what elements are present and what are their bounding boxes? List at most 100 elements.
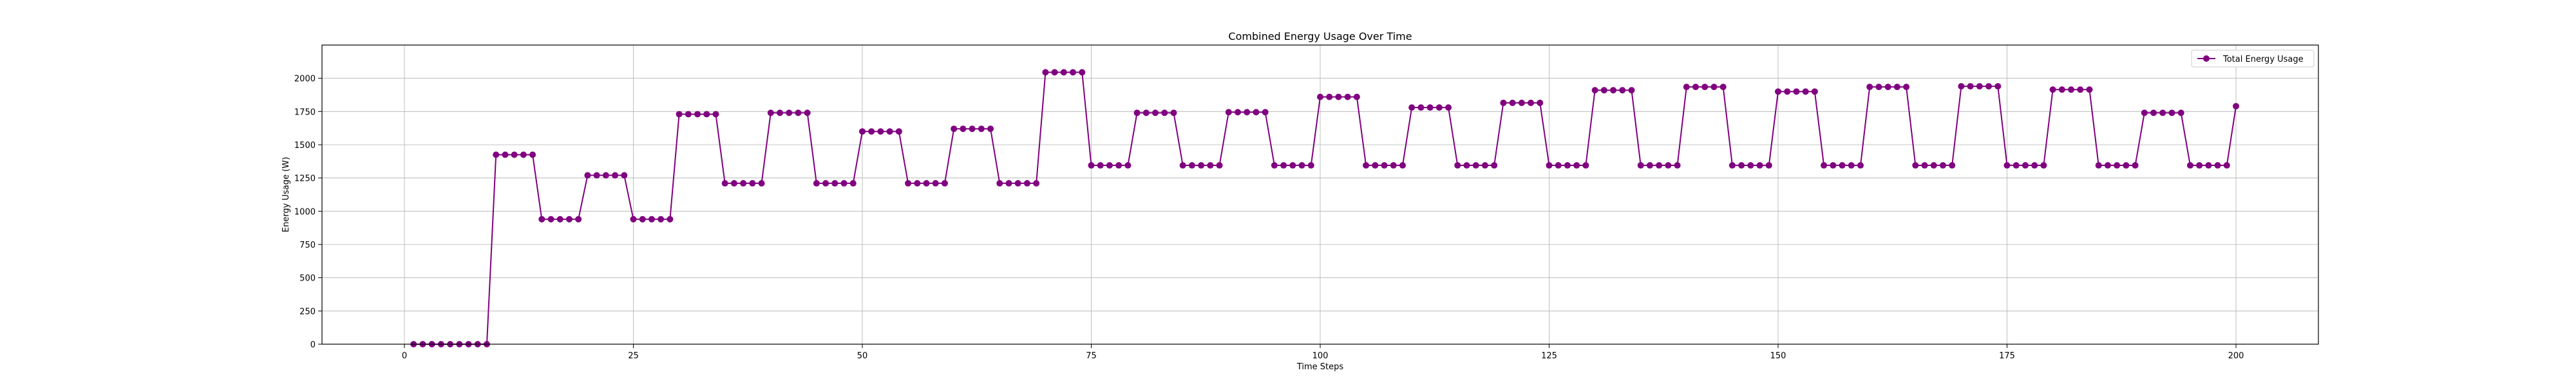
data-point (1610, 87, 1617, 94)
x-axis-ticks: 0 25 50 75 100 125 150 175 200 (402, 344, 2244, 361)
data-point (1665, 162, 1672, 169)
data-point (1408, 104, 1416, 111)
y-axis-ticks: 0 250 500 750 1000 1250 1500 1750 2000 (294, 75, 322, 350)
data-point (969, 125, 976, 133)
grid-lines (322, 45, 2318, 345)
data-point (1994, 83, 2002, 90)
data-point (2022, 162, 2029, 169)
y-tick-label: 500 (299, 274, 316, 284)
data-point (1372, 162, 1379, 169)
data-point (694, 111, 701, 118)
data-point (1600, 87, 1607, 94)
data-point (1555, 162, 1562, 169)
data-point (1363, 162, 1370, 169)
data-point (511, 151, 518, 158)
data-point (621, 172, 628, 179)
data-point (777, 109, 784, 116)
data-point (667, 216, 674, 223)
data-point (658, 216, 665, 223)
data-point (1903, 84, 1910, 91)
data-point (840, 179, 848, 187)
data-point (1564, 162, 1571, 169)
legend: Total Energy Usage (2191, 50, 2315, 68)
data-point (538, 216, 545, 223)
x-tick-label: 100 (1312, 351, 1329, 361)
data-point (758, 179, 765, 187)
data-point (1747, 162, 1754, 169)
y-tick-label: 750 (299, 241, 316, 250)
data-point (575, 216, 582, 223)
data-point (1958, 83, 1965, 90)
data-point (1518, 99, 1525, 106)
data-point (1628, 87, 1635, 94)
data-point (1802, 88, 1809, 95)
data-point (2123, 162, 2130, 169)
y-tick-label: 1250 (294, 174, 316, 184)
data-point (987, 125, 994, 133)
data-point (1491, 162, 1498, 169)
data-point (1326, 93, 1333, 100)
data-point (1298, 162, 1305, 169)
data-point (556, 216, 564, 223)
data-point (813, 179, 820, 187)
data-point (1115, 162, 1122, 169)
data-point (1133, 109, 1141, 116)
data-point (1830, 162, 1837, 169)
data-point (849, 179, 857, 187)
data-point (1784, 88, 1791, 95)
data-point (2095, 162, 2102, 169)
data-point (1033, 179, 1040, 187)
data-point (1014, 179, 1021, 187)
data-point (1985, 83, 1993, 90)
legend-marker-swatch (2203, 55, 2210, 62)
data-point (858, 128, 866, 135)
data-point (1637, 162, 1644, 169)
data-point (2040, 162, 2047, 169)
data-point (1683, 84, 1690, 91)
data-point (2205, 162, 2212, 169)
data-point (1142, 109, 1150, 116)
data-point (1088, 162, 1095, 169)
x-axis-label: Time Steps (1296, 362, 1344, 372)
data-point (612, 172, 619, 179)
data-point (1235, 109, 1242, 116)
data-point (1619, 87, 1626, 94)
data-point (1023, 179, 1030, 187)
data-point (914, 179, 921, 187)
data-point (1225, 109, 1232, 116)
data-point (1244, 109, 1251, 116)
data-point (685, 111, 692, 118)
data-point (1188, 162, 1195, 169)
data-point (868, 128, 875, 135)
data-point (1509, 99, 1516, 106)
data-point (1573, 162, 1580, 169)
data-point (895, 128, 902, 135)
data-point (1005, 179, 1012, 187)
data-point (749, 179, 756, 187)
data-point (1537, 99, 1544, 106)
y-axis-label: Energy Usage (W) (281, 157, 291, 232)
data-point (1253, 109, 1260, 116)
data-point (822, 179, 829, 187)
data-point (2132, 162, 2139, 169)
data-point (740, 179, 747, 187)
data-point (703, 111, 710, 118)
x-tick-label: 50 (857, 351, 868, 361)
data-point (1738, 162, 1745, 169)
x-tick-label: 0 (402, 351, 407, 361)
data-point (886, 128, 893, 135)
data-point (831, 179, 838, 187)
data-point (2058, 86, 2065, 93)
data-point (996, 179, 1003, 187)
data-point (1656, 162, 1663, 169)
y-tick-label: 0 (310, 340, 316, 350)
data-point (1216, 162, 1223, 169)
data-point (1949, 162, 1956, 169)
data-point (932, 179, 939, 187)
data-point (786, 109, 793, 116)
data-point (712, 111, 719, 118)
data-point (1710, 84, 1718, 91)
data-point (2086, 86, 2093, 93)
chart-title: Combined Energy Usage Over Time (1228, 30, 1412, 42)
